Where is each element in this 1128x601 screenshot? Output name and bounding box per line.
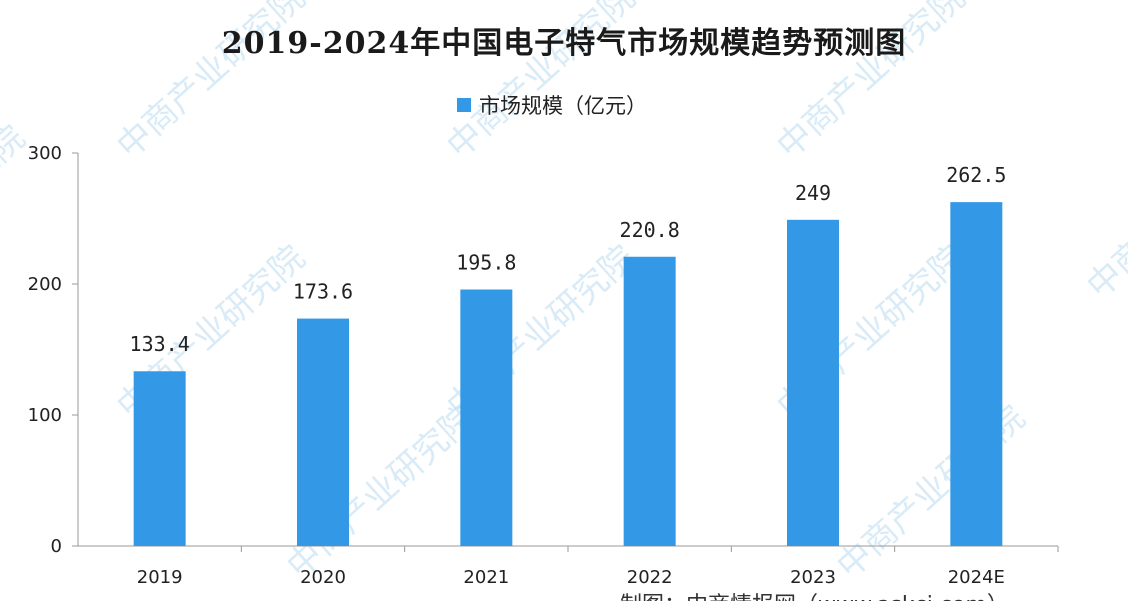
x-tick-label: 2021: [463, 567, 509, 588]
x-tick-label: 2023: [790, 567, 836, 588]
bar-2021: [460, 289, 513, 546]
watermark-text: 中商产业研究院: [1079, 118, 1128, 307]
legend-label: 市场规模（亿元）: [479, 94, 647, 118]
data-label: 133.4: [130, 332, 190, 356]
axis-layer: 0 100 200 300 2019 2020 2021 2022 2023 2024E: [28, 143, 1059, 588]
y-tick-label: 200: [28, 274, 62, 295]
data-label: 249: [795, 181, 831, 205]
data-label-layer: 133.4 173.6 195.8 220.8 249 262.5: [130, 163, 1007, 356]
data-label: 262.5: [946, 163, 1006, 187]
x-tick-label: 2020: [300, 567, 346, 588]
chart-legend: 市场规模（亿元）: [457, 90, 647, 120]
x-tick-label: 2022: [627, 567, 673, 588]
watermark-text: 中商产业研究院: [829, 398, 1033, 587]
x-tick-label: 2024E: [948, 567, 1005, 588]
data-label: 220.8: [620, 218, 680, 242]
legend-swatch: [457, 98, 471, 112]
y-tick-label: 0: [51, 536, 62, 557]
chart-title: 2019-2024年中国电子特气市场规模趋势预测图: [221, 26, 907, 61]
bar-2024E: [950, 202, 1003, 546]
bar-2020: [297, 318, 349, 546]
data-label: 195.8: [456, 251, 516, 275]
y-tick-label: 300: [28, 143, 62, 164]
bar-2019: [133, 371, 186, 546]
bar-2023: [787, 219, 839, 546]
x-tick-label: 2019: [137, 567, 183, 588]
y-tick-label: 100: [28, 405, 62, 426]
source-note: 制图：中商情报网（www.askci.com）: [620, 587, 1009, 601]
bar-2022: [623, 256, 676, 546]
data-label: 173.6: [293, 280, 353, 304]
bar-layer: [133, 202, 1003, 546]
